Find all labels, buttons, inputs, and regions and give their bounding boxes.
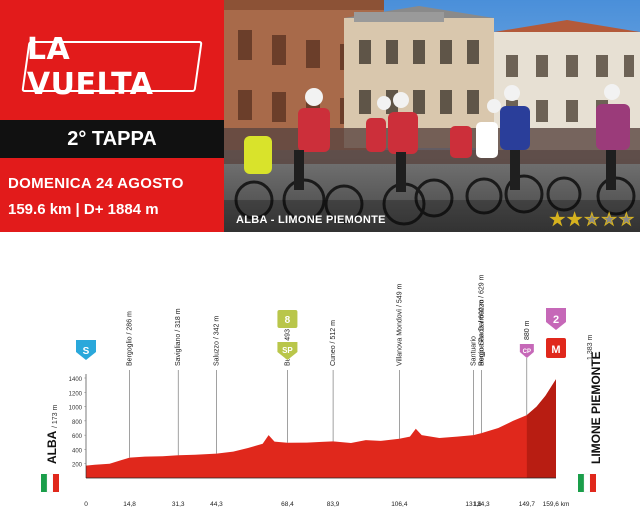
start-flag-icon-white [46, 473, 54, 493]
x-tick-label: 83,9 [327, 501, 340, 508]
stage-title: 2° TAPPA [67, 127, 157, 150]
x-tick-label: 44,3 [210, 501, 223, 508]
stage-info-panel: LA VUELTA 2° TAPPA DOMENICA 24 AGOSTO 15… [0, 0, 224, 232]
stage-badge-label: 8 [285, 315, 291, 326]
stage-distance: 159.6 km | D+ 1884 m [8, 201, 159, 218]
checkpoint-badge [519, 344, 534, 358]
sprint-badge [277, 342, 298, 360]
category-badge [546, 308, 566, 330]
x-tick-label: 14,8 [123, 501, 136, 508]
star-empty-icon: ★ [618, 210, 634, 229]
category-badge-label: 2 [553, 314, 559, 326]
waypoint-label: Cuneo / 512 m [330, 320, 337, 366]
start-badge-label: S [83, 346, 90, 357]
start-badge [76, 340, 96, 360]
elevation-chart: 200 400 600 800 1000 1200 1400 0 14,8 31,3 44,3 68,… [41, 274, 603, 508]
start-flag-icon-green [41, 474, 47, 492]
waypoint-label: Santuario [471, 336, 478, 366]
waypoint-label: Borgo San Dalmazzo / 629 m [478, 274, 485, 366]
y-tick-label: 400 [72, 448, 83, 454]
checkpoint-badge-label: CP [523, 349, 531, 355]
waypoint-label-2: Regina Pacis / 600 m [479, 299, 486, 366]
finish-flag-icon-white [583, 473, 591, 493]
x-tick-label: 159,6 km [543, 501, 570, 508]
difficulty-stars: ★ ★ ★ ★ ★ [549, 210, 634, 229]
la-vuelta-logo: LA VUELTA [21, 32, 203, 102]
race-photo-illustration [224, 0, 640, 232]
finish-flag-icon-red [590, 474, 596, 492]
finish-badge [546, 338, 566, 358]
start-name: ALBA [45, 430, 59, 464]
waypoint-label: Villanova Mondovì / 549 m [396, 283, 403, 366]
star-filled-icon: ★ [566, 210, 583, 229]
sprint-badge-label: SP [282, 346, 293, 355]
y-tick-label: 600 [72, 434, 83, 440]
stage-header: LA VUELTA 2° TAPPA DOMENICA 24 AGOSTO 15… [0, 0, 640, 232]
stage-badge [277, 310, 298, 328]
x-tick-label: 134,3 [473, 501, 490, 508]
x-tick-label: 149,7 [519, 501, 536, 508]
start-alt: / 173 m [52, 404, 59, 428]
x-tick-label: 68,4 [281, 501, 294, 508]
x-tick-label: 31,3 [172, 501, 185, 508]
y-tick-label: 1400 [69, 377, 83, 383]
finish-alt: 1.383 m [587, 335, 594, 360]
stage-title-bar: 2° TAPPA [0, 120, 224, 158]
finish-name: LIMONE PIEMONTE [589, 351, 603, 464]
y-tick-label: 200 [72, 463, 83, 469]
start-flag-icon-red [53, 474, 59, 492]
star-empty-icon: ★ [601, 210, 617, 229]
race-photo: ALBA - LIMONE PIEMONTE ★ ★ ★ ★ ★ [224, 0, 640, 232]
y-tick-label: 800 [72, 420, 83, 426]
elevation-profile: 200 400 600 800 1000 1200 1400 0 14,8 31,3 44,3 68,… [0, 232, 640, 520]
waypoint-label: Savigliano / 318 m [175, 308, 182, 366]
finish-badge-label: M [551, 344, 560, 356]
checkpoint-alt-label: 880 m [524, 320, 531, 340]
logo-text: LA VUELTA [27, 31, 154, 102]
final-climb-area [526, 379, 556, 478]
x-tick-label: 0 [84, 501, 88, 508]
waypoint-label: Bergoglio / 286 m [127, 311, 134, 366]
finish-flag-icon-green [578, 474, 584, 492]
x-tick-label: 131,6 [465, 501, 482, 508]
star-empty-icon: ★ [584, 210, 600, 229]
elevation-area [86, 379, 556, 478]
photo-caption: ALBA - LIMONE PIEMONTE [236, 214, 386, 226]
star-filled-icon: ★ [549, 210, 565, 229]
stage-date: DOMENICA 24 AGOSTO [8, 175, 184, 192]
y-tick-label: 1200 [69, 391, 83, 397]
x-tick-label: 106,4 [391, 501, 408, 508]
waypoint-label: Saluzzo / 342 m [213, 316, 220, 366]
y-tick-label: 1000 [69, 406, 83, 412]
